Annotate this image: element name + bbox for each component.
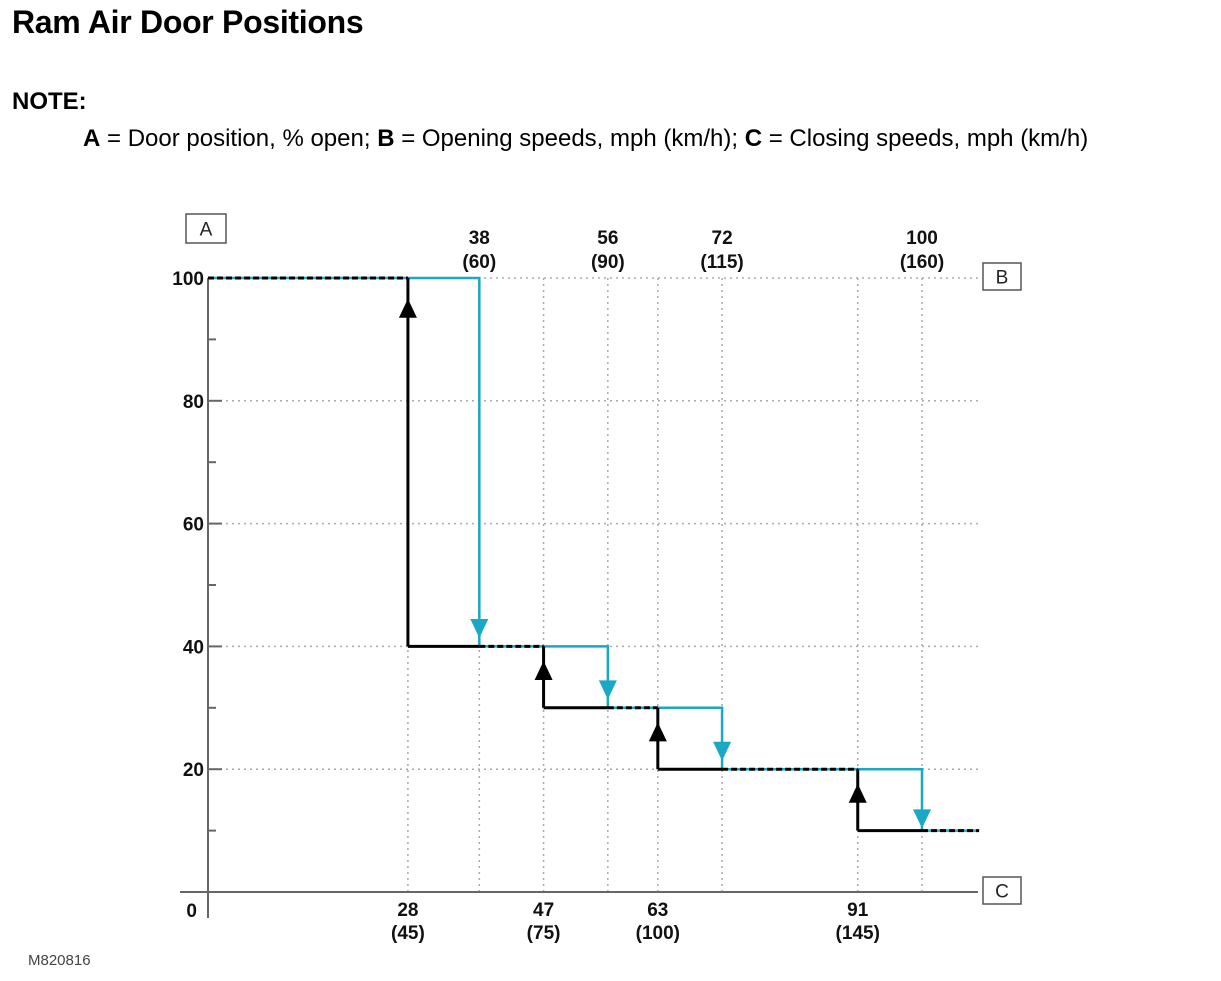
top-tick-label-mph: 72 (712, 228, 733, 249)
y-tick-label: 100 (172, 269, 204, 290)
down-arrow-marker (913, 809, 931, 829)
page-title: Ram Air Door Positions (12, 4, 364, 40)
y-tick-label: 40 (183, 637, 204, 658)
y-axis-label: A (200, 220, 213, 241)
x-tick-label-mph: 63 (647, 900, 668, 921)
note-key-c: C (744, 125, 763, 152)
top-tick-label-kmh: (60) (462, 252, 496, 273)
top-tick-label-mph: 56 (597, 228, 618, 249)
up-arrow-marker (398, 298, 417, 318)
top-tick-label-kmh: (160) (900, 252, 944, 273)
x-tick-label-kmh: (45) (391, 923, 425, 944)
top-tick-label-kmh: (90) (591, 252, 625, 273)
x-tick-label-mph: 47 (533, 900, 554, 921)
y-axis-label-box (185, 213, 227, 244)
down-arrow-marker (713, 741, 732, 761)
y-tick-label: 80 (183, 392, 204, 413)
top-tick-label-mph: 100 (906, 228, 938, 249)
x-tick-label-kmh: (145) (836, 923, 880, 944)
note-text: A = Door position, % open; B = Opening s… (83, 125, 1088, 153)
up-arrow-marker (648, 722, 667, 742)
top-tick-label-kmh: (115) (700, 252, 743, 273)
note-label: NOTE: (12, 88, 87, 115)
x-axis-label-box (982, 876, 1022, 905)
series-line-opening (208, 276, 980, 832)
y-tick-label: 0 (186, 901, 197, 922)
down-arrow-marker (470, 618, 489, 638)
x-tick-label-kmh: (75) (527, 923, 561, 944)
y-tick-label: 60 (183, 515, 204, 536)
top-axis-label: B (996, 268, 1009, 289)
x-tick-label-mph: 28 (397, 900, 418, 921)
up-arrow-marker (534, 660, 553, 680)
figure-id: M820816 (28, 952, 91, 969)
note-desc-a: = Door position, % open; (100, 125, 378, 152)
top-axis-label-box (982, 262, 1022, 291)
note-desc-c: = Closing speeds, mph (km/h) (762, 125, 1089, 152)
note-key-a: A (83, 125, 101, 152)
y-tick-label: 20 (183, 760, 204, 781)
top-tick-label-mph: 38 (469, 228, 490, 249)
note-key-b: B (377, 125, 395, 152)
up-arrow-marker (848, 783, 867, 803)
note-desc-b: = Opening speeds, mph (km/h); (394, 125, 745, 152)
down-arrow-marker (598, 680, 617, 700)
x-tick-label-kmh: (100) (636, 923, 680, 944)
x-tick-label-mph: 91 (847, 900, 869, 921)
x-axis-label: C (995, 882, 1009, 903)
